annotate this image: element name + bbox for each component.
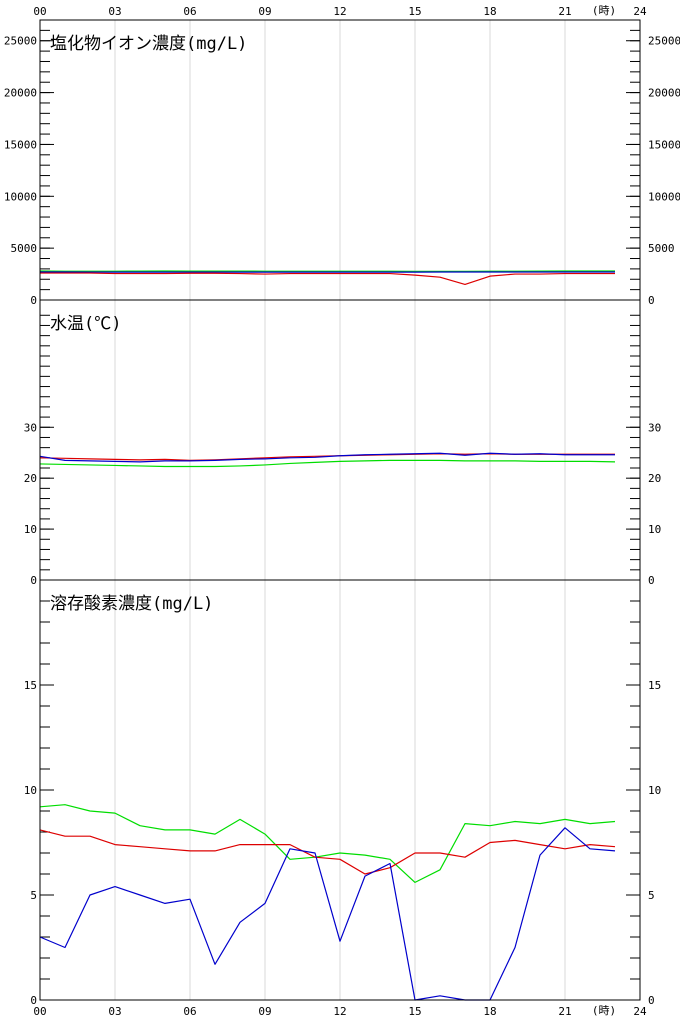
x-tick-label-top: 18 xyxy=(483,5,496,18)
x-tick-label-bottom: 06 xyxy=(183,1005,196,1018)
y-tick-label-right: 0 xyxy=(648,994,655,1007)
y-tick-label-left: 15000 xyxy=(4,138,37,151)
y-tick-label-left: 30 xyxy=(24,421,37,434)
y-tick-label-right: 15000 xyxy=(648,138,680,151)
x-tick-label-top: 15 xyxy=(408,5,421,18)
y-tick-label-right: 15 xyxy=(648,679,661,692)
y-tick-label-left: 20000 xyxy=(4,87,37,100)
x-tick-label-bottom: 00 xyxy=(33,1005,46,1018)
y-tick-label-left: 0 xyxy=(30,994,37,1007)
x-unit-label-bottom: (時) xyxy=(592,1004,616,1017)
x-tick-label-top: 21 xyxy=(558,5,571,18)
x-tick-label-bottom: 12 xyxy=(333,1005,346,1018)
label-layer: 000003030606090912121515181821212424(時)(… xyxy=(4,4,680,1018)
y-tick-label-right: 0 xyxy=(648,294,655,307)
x-tick-label-top: 12 xyxy=(333,5,346,18)
y-tick-label-left: 15 xyxy=(24,679,37,692)
panel-title: 溶存酸素濃度(mg/L) xyxy=(50,594,213,614)
x-tick-label-bottom: 03 xyxy=(108,1005,121,1018)
x-tick-label-top: 00 xyxy=(33,5,46,18)
series-line-blue xyxy=(39,452,615,463)
series-line-blue xyxy=(39,827,616,1001)
frame-layer xyxy=(39,19,641,1001)
y-tick-label-left: 25000 xyxy=(4,35,37,48)
x-tick-label-bottom: 21 xyxy=(558,1005,571,1018)
y-tick-label-left: 0 xyxy=(30,294,37,307)
y-tick-label-right: 10 xyxy=(648,523,661,536)
y-tick-label-right: 5 xyxy=(648,889,655,902)
x-tick-label-bottom: 15 xyxy=(408,1005,421,1018)
y-tick-label-left: 0 xyxy=(30,574,37,587)
series-layer xyxy=(39,270,616,1001)
y-tick-label-left: 10 xyxy=(24,784,37,797)
y-tick-label-right: 5000 xyxy=(648,242,675,255)
y-tick-label-left: 10 xyxy=(24,523,37,536)
series-line-red xyxy=(40,272,615,286)
y-tick-label-right: 20000 xyxy=(648,87,680,100)
x-tick-label-top: 06 xyxy=(183,5,196,18)
grid-layer xyxy=(114,20,566,1000)
y-tick-label-right: 25000 xyxy=(648,35,680,48)
series-line-red xyxy=(39,829,616,875)
y-tick-label-right: 10000 xyxy=(648,190,680,203)
y-tick-label-right: 20 xyxy=(648,472,661,485)
panel-frame xyxy=(39,579,641,1001)
x-tick-label-top: 09 xyxy=(258,5,271,18)
panel-title: 塩化物イオン濃度(mg/L) xyxy=(50,34,247,54)
x-tick-label-bottom: 18 xyxy=(483,1005,496,1018)
y-tick-label-right: 30 xyxy=(648,421,661,434)
series-line-green xyxy=(39,804,616,884)
y-tick-label-left: 20 xyxy=(24,472,37,485)
series-line-green xyxy=(39,459,616,468)
y-tick-label-right: 0 xyxy=(648,574,655,587)
x-tick-label-bottom: 09 xyxy=(258,1005,271,1018)
y-tick-label-left: 5000 xyxy=(11,242,38,255)
tick-layer xyxy=(40,29,640,980)
y-tick-label-left: 10000 xyxy=(4,190,37,203)
x-tick-label-bottom: 24 xyxy=(633,1005,647,1018)
y-tick-label-right: 10 xyxy=(648,784,661,797)
x-unit-label-top: (時) xyxy=(592,4,616,17)
panel-title: 水温(℃) xyxy=(50,314,121,334)
x-tick-label-top: 24 xyxy=(633,5,647,18)
y-tick-label-left: 5 xyxy=(30,889,37,902)
x-tick-label-top: 03 xyxy=(108,5,121,18)
